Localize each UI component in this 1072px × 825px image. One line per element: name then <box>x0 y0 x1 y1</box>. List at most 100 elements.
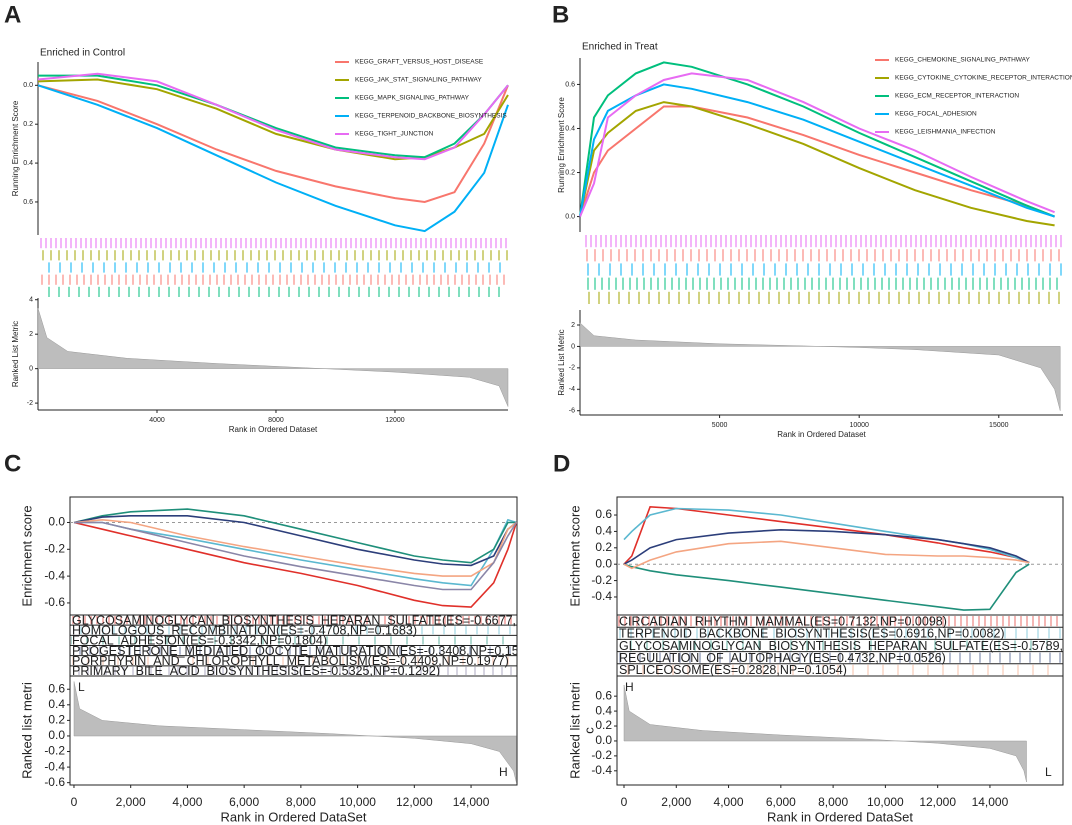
es-line <box>37 84 509 204</box>
y-tick-label: 0.6 <box>595 507 612 521</box>
x-tick-label: 4000 <box>149 417 165 424</box>
legend-label: KEGG_TERPENOID_BACKBONE_BIOSYNTHESIS <box>355 113 507 120</box>
y-tick-label: 0.6 <box>23 199 33 206</box>
hit-rug <box>40 250 508 261</box>
y-tick-label: 0.0 <box>48 728 65 742</box>
y-tick-label: 0.4 <box>595 524 612 538</box>
y-tick-label: 0.6 <box>565 81 575 88</box>
y-tick-label: -0.2 <box>591 573 612 587</box>
hit-rug <box>71 626 516 635</box>
y-tick-label: 0.6 <box>48 681 65 695</box>
es-line <box>74 521 518 591</box>
y-tick-label: -0.4 <box>591 589 612 603</box>
y-tick-label: -0.4 <box>44 568 65 582</box>
legend-label: KEGG_MAPK_SIGNALING_PATHWAY <box>355 95 470 102</box>
es-line <box>73 521 518 608</box>
y-tick-label: 4 <box>29 297 33 304</box>
ranked-metric-area <box>579 322 1061 411</box>
legend-label: KEGG_LEISHMANIA_INFECTION <box>895 129 996 136</box>
x-tick-label: 4,000 <box>714 795 744 809</box>
legend-label: KEGG_TIGHT_JUNCTION <box>355 131 434 138</box>
y-tick-label: -4 <box>569 386 575 393</box>
x-tick-label: 6,000 <box>229 795 259 809</box>
y-tick-label: -0.2 <box>44 541 65 555</box>
gene-set-label: SPLICEOSOME(ES=0.2828,NP=0.1054) <box>619 663 847 677</box>
y-tick-label: -0.2 <box>591 748 612 762</box>
y-tick-label: -0.6 <box>44 775 65 789</box>
hit-rug <box>40 262 508 273</box>
plot-frame <box>69 496 518 616</box>
y-tick-label: 0.0 <box>595 556 612 570</box>
y-tick-label: 0.4 <box>23 160 33 167</box>
es-line <box>579 105 1055 218</box>
legend-label: KEGG_FOCAL_ADHESION <box>895 111 977 118</box>
rank-label: L <box>1045 765 1052 779</box>
y-tick-label: 0.0 <box>23 82 33 89</box>
gene-set-label: PRIMARY_BILE_ACID_BIOSYNTHESIS(ES=-0.532… <box>72 664 440 678</box>
es-line <box>579 72 1055 217</box>
y-axis-label: Enrichment score <box>567 505 582 606</box>
ranked-metric-area <box>73 681 517 783</box>
x-tick-label: 5000 <box>712 422 728 429</box>
y-axis-label: Running Enrichment Score <box>557 97 566 193</box>
x-tick-label: 14,000 <box>972 795 1009 809</box>
panel-letter: C <box>4 450 21 477</box>
gene-set-label: HOMOLOGOUS_RECOMBINATION(ES=-0.4708,NP=0… <box>72 624 417 638</box>
y-tick-label: 0.2 <box>565 169 575 176</box>
y-axis-label: Ranked List Metric <box>11 321 20 387</box>
x-tick-label: 12,000 <box>396 795 433 809</box>
legend-label: KEGG_CYTOKINE_CYTOKINE_RECEPTOR_INTERACT… <box>895 75 1072 82</box>
es-line <box>623 528 1030 565</box>
rank-label: H <box>499 765 508 779</box>
y-tick-label: 0.2 <box>595 540 612 554</box>
gene-set-label: GLYCOSAMINOGLYCAN_BIOSYNTHESIS_HEPARAN_S… <box>72 613 565 627</box>
y-tick-label: 0.4 <box>595 703 612 717</box>
y-tick-label: 0.2 <box>23 121 33 128</box>
hit-rug <box>40 286 508 297</box>
hit-rug <box>582 263 1063 276</box>
y-tick-label: -6 <box>569 408 575 415</box>
es-line <box>579 101 1055 227</box>
x-axis-label: Rank in Ordered DataSet <box>767 809 913 824</box>
x-tick-label: 2,000 <box>116 795 146 809</box>
x-tick-label: 10000 <box>849 422 869 429</box>
gene-set-label: REGULATION_OF_AUTOPHAGY(ES=0.4732,NP=0.0… <box>619 651 946 665</box>
panel-letter: B <box>552 1 569 28</box>
x-axis-label: Rank in Ordered Dataset <box>229 425 318 434</box>
hit-rug <box>618 628 1062 639</box>
y-tick-label: 0 <box>571 343 575 350</box>
hit-rug <box>582 235 1063 248</box>
y-tick-label: 0.0 <box>565 213 575 220</box>
y-axis-label: Ranked List Metric <box>557 329 566 395</box>
hit-rug <box>71 646 516 655</box>
panel-letter: A <box>4 1 21 28</box>
gene-set-label: CIRCADIAN_RHYTHM_MAMMAL(ES=0.7132,NP=0.0… <box>619 614 947 628</box>
y-tick-label: -0.4 <box>44 759 65 773</box>
y-tick-label: -2 <box>569 365 575 372</box>
es-line <box>623 507 1030 564</box>
x-axis-label: Rank in Ordered DataSet <box>221 809 367 824</box>
hit-rug <box>71 636 516 645</box>
y-axis-label: c <box>581 727 596 734</box>
hit-rug <box>618 640 1062 651</box>
es-line <box>37 84 509 233</box>
y-axis-label: Running Enrichment Score <box>11 100 20 196</box>
y-axis-label: Enrichment score <box>19 505 34 606</box>
y-tick-label: -2 <box>27 400 33 407</box>
gene-set-label: PROGESTERONE_MEDIATED_OOCYTE_MATURATION(… <box>72 644 537 658</box>
es-line <box>579 61 1055 218</box>
y-tick-label: -0.4 <box>591 763 612 777</box>
hit-rug <box>618 652 1062 663</box>
rank-label: L <box>78 680 85 694</box>
y-tick-label: 0.2 <box>595 718 612 732</box>
x-tick-label: 12000 <box>385 417 405 424</box>
hit-rug <box>40 238 508 249</box>
chart-title: Enriched in Control <box>40 48 125 59</box>
es-line <box>623 540 1030 570</box>
chart-title: Enriched in Treat <box>582 42 658 53</box>
y-tick-label: 0.0 <box>48 515 65 529</box>
x-tick-label: 6,000 <box>766 795 796 809</box>
legend-label: KEGG_CHEMOKINE_SIGNALING_PATHWAY <box>895 57 1031 64</box>
x-axis-label: Rank in Ordered Dataset <box>777 430 866 439</box>
